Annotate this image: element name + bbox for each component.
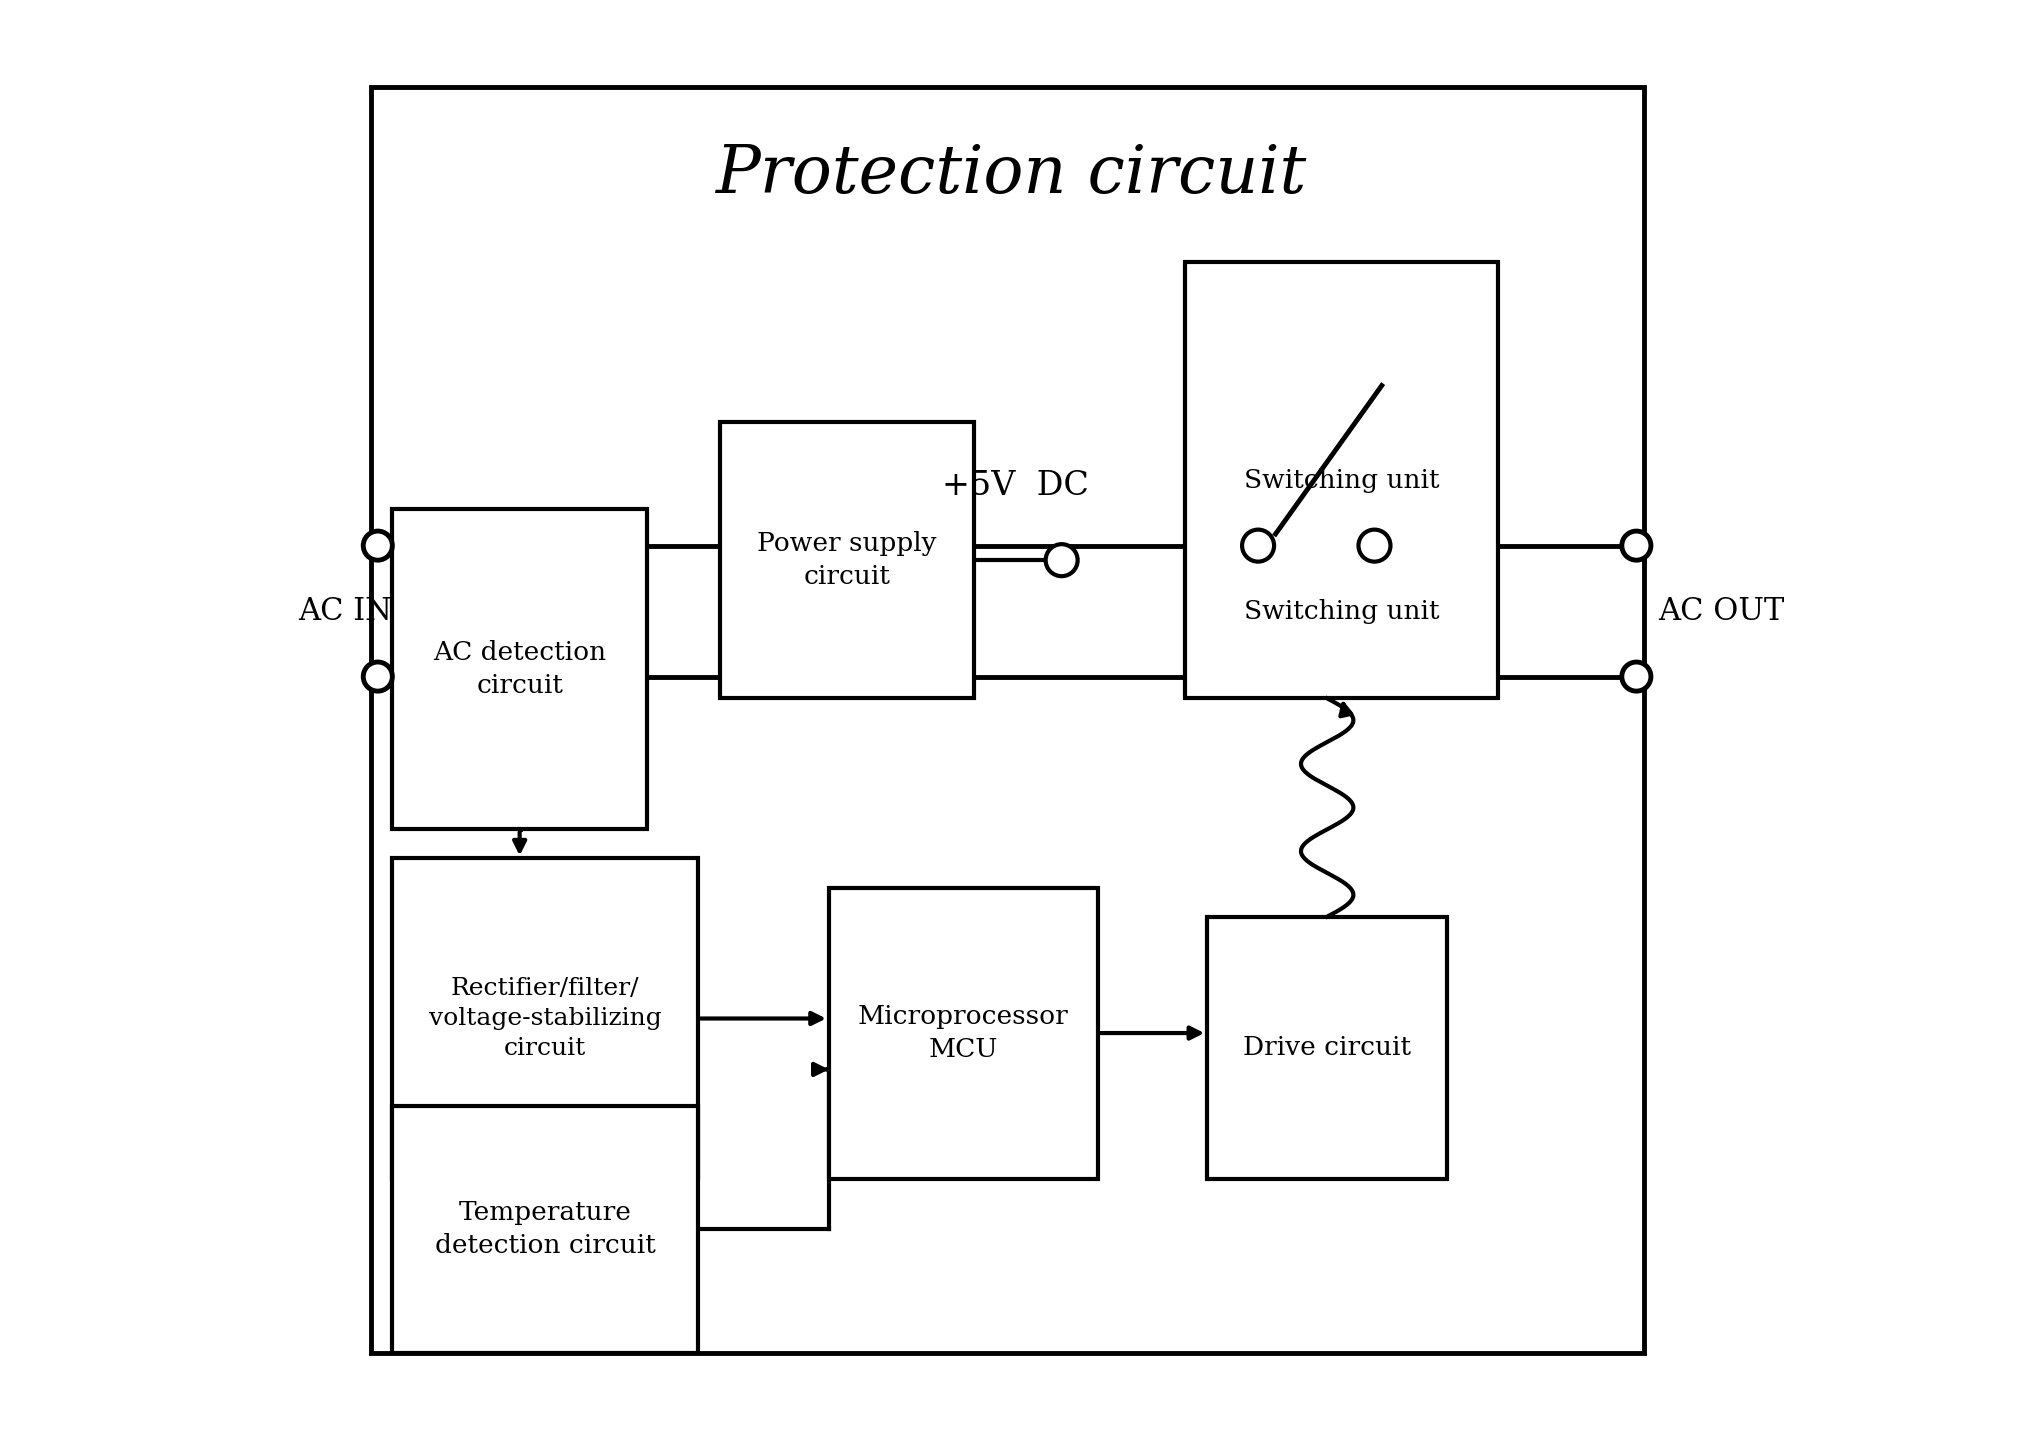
Circle shape xyxy=(1623,531,1651,560)
Text: Drive circuit: Drive circuit xyxy=(1244,1035,1411,1061)
Bar xyxy=(393,1106,698,1353)
Bar xyxy=(719,422,975,698)
Circle shape xyxy=(362,662,393,691)
Text: Switching unit: Switching unit xyxy=(1244,467,1439,493)
Text: Switching unit: Switching unit xyxy=(1244,598,1439,624)
Circle shape xyxy=(362,531,393,560)
Circle shape xyxy=(1047,544,1077,576)
Text: Protection circuit: Protection circuit xyxy=(715,143,1307,207)
Text: Temperature
detection circuit: Temperature detection circuit xyxy=(436,1200,656,1259)
Circle shape xyxy=(1623,662,1651,691)
Circle shape xyxy=(1242,530,1275,562)
Bar xyxy=(1207,917,1448,1179)
Text: Microprocessor
MCU: Microprocessor MCU xyxy=(857,1004,1069,1062)
Text: Power supply
circuit: Power supply circuit xyxy=(757,531,937,589)
Bar xyxy=(393,509,647,829)
Text: AC OUT: AC OUT xyxy=(1657,595,1784,627)
Text: AC detection
circuit: AC detection circuit xyxy=(434,640,607,698)
Bar xyxy=(829,888,1097,1179)
Text: Rectifier/filter/
voltage-stabilizing
circuit: Rectifier/filter/ voltage-stabilizing ci… xyxy=(430,976,662,1061)
Text: AC IN: AC IN xyxy=(297,595,391,627)
Bar xyxy=(1185,262,1498,698)
Text: +5V  DC: +5V DC xyxy=(943,470,1089,502)
Circle shape xyxy=(1358,530,1391,562)
Bar xyxy=(371,87,1643,1353)
Bar xyxy=(393,858,698,1179)
